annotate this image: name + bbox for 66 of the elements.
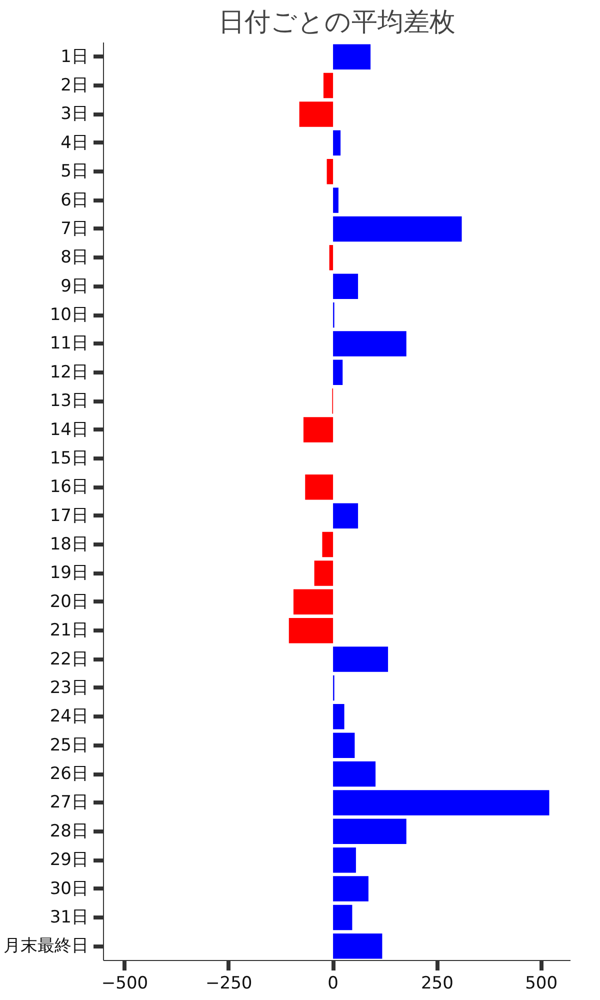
y-tick-label: 7日	[60, 218, 89, 239]
bar	[288, 618, 334, 644]
bar	[326, 158, 334, 184]
bar	[333, 704, 344, 730]
y-tick-label: 23日	[50, 678, 89, 698]
bar	[329, 245, 334, 270]
bar	[333, 188, 338, 213]
y-tick-label: 14日	[50, 420, 89, 440]
x-tick-label: −250	[206, 974, 252, 994]
x-tick-label: 0	[328, 974, 338, 994]
bar	[333, 761, 376, 787]
chart-title: 日付ごとの平均差枚	[218, 8, 456, 38]
bar	[333, 44, 371, 70]
y-tick-label: 16日	[50, 477, 89, 498]
bar	[333, 790, 550, 816]
y-tick-label: 17日	[50, 506, 89, 526]
y-tick-label: 28日	[50, 821, 89, 842]
x-tick-label: 250	[420, 974, 454, 994]
y-tick-label: 13日	[50, 391, 89, 412]
y-tick-label: 6日	[60, 190, 89, 210]
y-tick-label: 5日	[60, 162, 89, 182]
bar	[314, 560, 334, 586]
bar	[333, 876, 368, 902]
bar	[322, 532, 334, 558]
y-tick-label: 29日	[50, 850, 89, 870]
x-tick-label: 500	[525, 974, 558, 994]
bar	[333, 732, 355, 758]
bar	[333, 216, 462, 242]
y-tick-label: 24日	[50, 706, 89, 727]
bar	[333, 934, 382, 959]
y-tick-label: 20日	[50, 592, 89, 612]
bar	[333, 331, 406, 356]
bar	[333, 274, 358, 299]
y-tick-label: 25日	[50, 735, 89, 756]
y-tick-label: 27日	[50, 792, 89, 813]
y-tick-label: 8日	[60, 248, 89, 268]
bar	[333, 646, 388, 672]
bar	[333, 503, 358, 528]
y-tick-label: 18日	[50, 534, 89, 555]
y-tick-label: 9日	[60, 276, 89, 296]
y-tick-label: 19日	[50, 563, 89, 584]
bar	[333, 818, 406, 844]
y-tick-label: 15日	[50, 448, 89, 468]
bar	[333, 130, 341, 156]
bar	[323, 72, 334, 98]
y-tick-label: 1日	[60, 46, 89, 67]
y-tick-label: 10日	[50, 305, 89, 326]
y-tick-label: 31日	[50, 907, 89, 928]
y-tick-label: 22日	[50, 649, 89, 670]
x-tick-label: −500	[101, 974, 148, 994]
bar	[333, 360, 343, 386]
bar	[333, 847, 356, 873]
bar	[333, 904, 352, 930]
y-tick-label: 11日	[50, 334, 89, 354]
y-tick-label: 2日	[60, 76, 89, 96]
bar	[305, 474, 334, 500]
bar	[299, 102, 334, 127]
y-tick-label: 月末最終日	[4, 936, 88, 956]
y-tick-label: 21日	[50, 620, 89, 641]
y-tick-label: 26日	[50, 764, 89, 784]
y-tick-label: 3日	[60, 104, 89, 124]
y-tick-label: 12日	[50, 362, 89, 382]
bar	[293, 589, 334, 615]
y-tick-label: 4日	[60, 132, 89, 153]
y-tick-label: 30日	[50, 878, 89, 899]
bar	[303, 417, 334, 442]
